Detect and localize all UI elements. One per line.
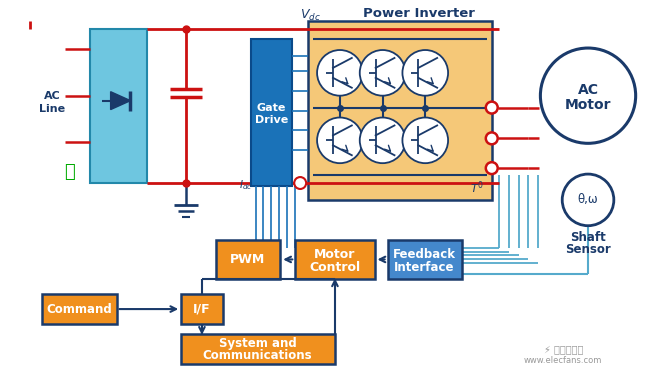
Bar [387,240,462,279]
Bar [181,294,223,324]
Text: www.elecfans.com: www.elecfans.com [524,356,603,365]
Circle shape [360,50,406,96]
Text: $V_{dc}$: $V_{dc}$ [300,8,321,23]
Bar [181,334,335,364]
Polygon shape [110,92,131,109]
Circle shape [486,132,498,144]
Text: $I_{dc}$: $I_{dc}$ [239,178,253,192]
Circle shape [295,177,306,189]
Text: Interface: Interface [394,261,454,274]
Text: Gate: Gate [257,103,286,112]
Circle shape [360,118,406,163]
Circle shape [486,102,498,114]
Text: Shaft: Shaft [570,231,606,244]
Bar [42,294,117,324]
Text: Command: Command [46,303,112,316]
Circle shape [402,118,448,163]
Text: PWM: PWM [230,253,265,266]
Circle shape [317,50,362,96]
Circle shape [541,48,635,143]
Circle shape [486,162,498,174]
Bar [216,240,280,279]
Circle shape [402,50,448,96]
Text: θ,ω: θ,ω [578,193,598,206]
Bar [251,39,293,186]
Text: ⏚: ⏚ [65,163,75,181]
Circle shape [562,174,614,226]
Text: Sensor: Sensor [565,243,611,256]
Bar [308,21,492,200]
Text: AC: AC [44,91,61,101]
Bar [295,240,375,279]
Text: Drive: Drive [255,115,288,125]
Text: Power Inverter: Power Inverter [363,7,475,20]
Circle shape [317,118,362,163]
Text: AC: AC [577,83,599,97]
Text: Feedback: Feedback [392,248,456,261]
Bar [89,29,148,183]
Text: Communications: Communications [202,349,312,362]
Text: $T^0$: $T^0$ [470,180,484,196]
Text: System and: System and [219,337,296,350]
Text: Motor: Motor [314,248,356,261]
Text: I/F: I/F [193,303,211,316]
Text: Motor: Motor [565,98,611,112]
Text: Control: Control [310,261,360,274]
Text: Line: Line [39,104,65,114]
Text: ⚡ 电子发烧友: ⚡ 电子发烧友 [543,344,583,354]
